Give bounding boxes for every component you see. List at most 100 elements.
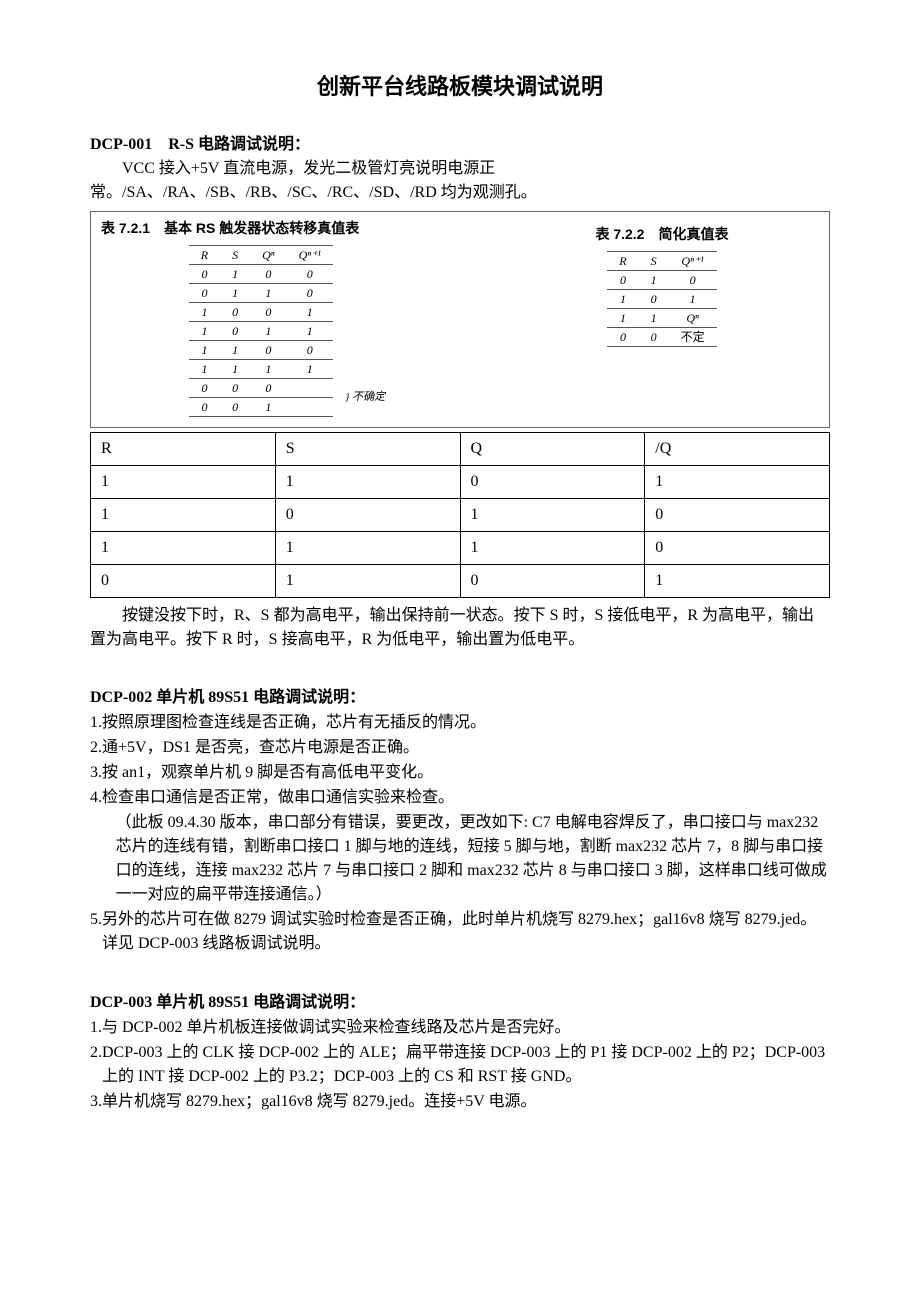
td: 1 [189, 341, 220, 360]
td: 1 [220, 284, 250, 303]
list-item: 5.另外的芯片可在做 8279 调试实验时检查是否正确，此时单片机烧写 8279… [90, 908, 830, 956]
list-item: 2.通+5V，DS1 是否亮，查芯片电源是否正确。 [90, 736, 830, 760]
td: 1 [275, 532, 460, 565]
td: 1 [607, 309, 638, 328]
td: 0 [250, 265, 286, 284]
td: 0 [669, 271, 717, 290]
td: 1 [220, 360, 250, 379]
list-item: 4.检查串口通信是否正常，做串口通信实验来检查。 [90, 786, 830, 810]
td [287, 398, 333, 417]
sec1-head: DCP-001 R-S 电路调试说明： [90, 133, 830, 157]
td: 0 [287, 265, 333, 284]
list-body: 与 DCP-002 单片机板连接做调试实验来检查线路及芯片是否完好。 [102, 1016, 830, 1040]
main-table: R S Q /Q 1101 1010 1110 0101 [90, 432, 830, 598]
list-item: 3. 单片机烧写 8279.hex；gal16v8 烧写 8279.jed。连接… [90, 1090, 830, 1114]
list-item: 3.按 an1，观察单片机 9 脚是否有高低电平变化。 [90, 761, 830, 785]
td: 1 [250, 360, 286, 379]
td: 0 [220, 322, 250, 341]
td: 0 [189, 284, 220, 303]
td: 1 [287, 360, 333, 379]
td: 1 [645, 565, 830, 598]
table-721: R S Qⁿ Qⁿ⁺¹ 0100 0110 1001 1011 1100 111… [189, 245, 397, 417]
th: Q [460, 433, 645, 466]
th: R [91, 433, 276, 466]
td: 0 [250, 303, 286, 322]
sec3-head: DCP-003 单片机 89S51 电路调试说明： [90, 991, 830, 1015]
td: 0 [460, 466, 645, 499]
td: 1 [250, 322, 286, 341]
td: 0 [275, 499, 460, 532]
td: 0 [220, 398, 250, 417]
th: S [639, 252, 669, 271]
td: 1 [220, 341, 250, 360]
td: 0 [189, 265, 220, 284]
td: 0 [645, 532, 830, 565]
td: 0 [607, 271, 638, 290]
list-num: 2. [90, 736, 102, 760]
td: 1 [639, 309, 669, 328]
list-item: 2. DCP-003 上的 CLK 接 DCP-002 上的 ALE；扁平带连接… [90, 1041, 830, 1089]
table-722: R S Qⁿ⁺¹ 010 101 11Qⁿ 00不定 [607, 251, 716, 347]
td: 0 [189, 398, 220, 417]
td: 0 [287, 341, 333, 360]
list-body: 按照原理图检查连线是否正确，芯片有无插反的情况。 [102, 711, 830, 735]
td: 1 [669, 290, 717, 309]
th: /Q [645, 433, 830, 466]
sec1-p1: VCC 接入+5V 直流电源，发光二极管灯亮说明电源正常。/SA、/RA、/SB… [90, 157, 830, 205]
table-721-title: 表 7.2.1 基本 RS 触发器状态转移真值表 [101, 218, 485, 239]
sec2-note: （此板 09.4.30 版本，串口部分有错误，要更改，更改如下: C7 电解电容… [90, 811, 830, 907]
td: 1 [460, 499, 645, 532]
td: 1 [607, 290, 638, 309]
td: 0 [250, 341, 286, 360]
list-body: 通+5V，DS1 是否亮，查芯片电源是否正确。 [102, 736, 830, 760]
list-body: 另外的芯片可在做 8279 调试实验时检查是否正确，此时单片机烧写 8279.h… [102, 908, 830, 956]
td: 1 [189, 322, 220, 341]
td: 1 [189, 303, 220, 322]
td: 0 [189, 379, 220, 398]
th: S [220, 246, 250, 265]
td: 1 [91, 466, 276, 499]
brace-note: } 不确定 [333, 379, 397, 417]
sec1-p2: 按键没按下时，R、S 都为高电平，输出保持前一状态。按下 S 时，S 接低电平，… [90, 604, 830, 652]
td: 0 [645, 499, 830, 532]
table-722-title: 表 7.2.2 简化真值表 [505, 224, 819, 245]
list-num: 3. [90, 761, 102, 785]
td: 1 [460, 532, 645, 565]
td: Qⁿ [669, 309, 717, 328]
td: 0 [250, 379, 286, 398]
list-body: DCP-003 上的 CLK 接 DCP-002 上的 ALE；扁平带连接 DC… [102, 1041, 830, 1089]
td: 0 [220, 379, 250, 398]
td: 0 [639, 328, 669, 347]
td: 1 [91, 532, 276, 565]
list-num: 1. [90, 1016, 102, 1040]
th: S [275, 433, 460, 466]
list-body: 按 an1，观察单片机 9 脚是否有高低电平变化。 [102, 761, 830, 785]
td: 0 [287, 284, 333, 303]
td: 1 [287, 303, 333, 322]
td: 0 [220, 303, 250, 322]
td: 1 [250, 398, 286, 417]
td: 0 [607, 328, 638, 347]
list-item: 1.与 DCP-002 单片机板连接做调试实验来检查线路及芯片是否完好。 [90, 1016, 830, 1040]
truth-tables-box: 表 7.2.1 基本 RS 触发器状态转移真值表 R S Qⁿ Qⁿ⁺¹ 010… [90, 211, 830, 428]
td: 不定 [669, 328, 717, 347]
list-num: 5. [90, 908, 102, 956]
td: 0 [460, 565, 645, 598]
td [287, 379, 333, 398]
th: Qⁿ [250, 246, 286, 265]
th: R [607, 252, 638, 271]
list-num: 3. [90, 1090, 102, 1114]
th: R [189, 246, 220, 265]
list-body: 检查串口通信是否正常，做串口通信实验来检查。 [102, 786, 830, 810]
td: 1 [275, 466, 460, 499]
list-num: 4. [90, 786, 102, 810]
list-num: 1. [90, 711, 102, 735]
list-num: 2. [90, 1041, 102, 1089]
td: 1 [275, 565, 460, 598]
td: 1 [639, 271, 669, 290]
td: 0 [639, 290, 669, 309]
th: Qⁿ⁺¹ [287, 246, 333, 265]
td: 1 [287, 322, 333, 341]
page-title: 创新平台线路板模块调试说明 [90, 70, 830, 103]
td: 1 [91, 499, 276, 532]
